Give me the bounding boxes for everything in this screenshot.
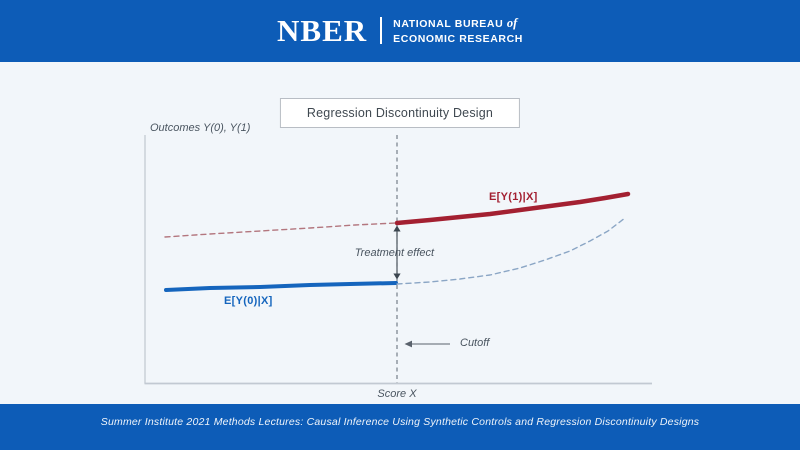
- org-name: NATIONAL BUREAU of ECONOMIC RESEARCH: [393, 15, 523, 46]
- org-line2: ECONOMIC RESEARCH: [393, 33, 523, 46]
- header-bar: NBER NATIONAL BUREAU of ECONOMIC RESEARC…: [0, 0, 800, 62]
- footer-caption: Summer Institute 2021 Methods Lectures: …: [100, 416, 700, 428]
- logo-divider: [380, 17, 383, 45]
- org-line1: NATIONAL BUREAU of: [393, 16, 518, 31]
- nber-wordmark: NBER: [277, 13, 368, 49]
- chart-title-box: Regression Discontinuity Design: [279, 98, 521, 128]
- org-conj: of: [506, 16, 518, 31]
- footer-bar: Summer Institute 2021 Methods Lectures: …: [0, 404, 800, 450]
- slide-content: Regression Discontinuity Design: [0, 62, 800, 404]
- nber-logo: NBER NATIONAL BUREAU of ECONOMIC RESEARC…: [277, 15, 523, 46]
